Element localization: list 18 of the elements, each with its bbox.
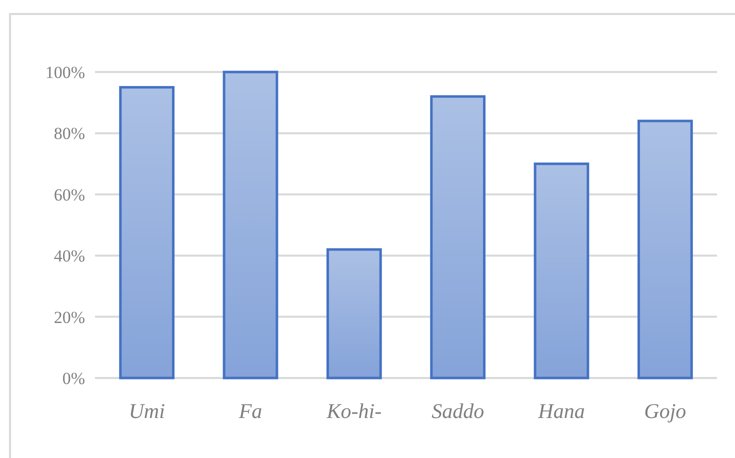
bar — [534, 162, 590, 380]
y-tick-label: 20% — [54, 308, 85, 327]
bar — [326, 248, 382, 380]
y-tick-label: 100% — [45, 62, 85, 82]
bar — [637, 120, 693, 380]
bar — [430, 95, 486, 380]
y-tick-label: 40% — [54, 246, 85, 266]
bar — [222, 70, 278, 380]
x-tick-label: Gojo — [644, 399, 686, 423]
y-tick-label: 80% — [54, 124, 85, 144]
bar — [119, 86, 175, 380]
x-tick-label: Hana — [537, 399, 585, 423]
y-tick-label: 0% — [62, 368, 85, 388]
x-tick-label: Ko-hi- — [326, 399, 382, 423]
x-tick-label: Saddo — [432, 399, 484, 423]
x-tick-label: Umi — [128, 399, 166, 423]
y-tick-label: 60% — [54, 185, 85, 204]
x-tick-label: Fa — [238, 399, 262, 423]
